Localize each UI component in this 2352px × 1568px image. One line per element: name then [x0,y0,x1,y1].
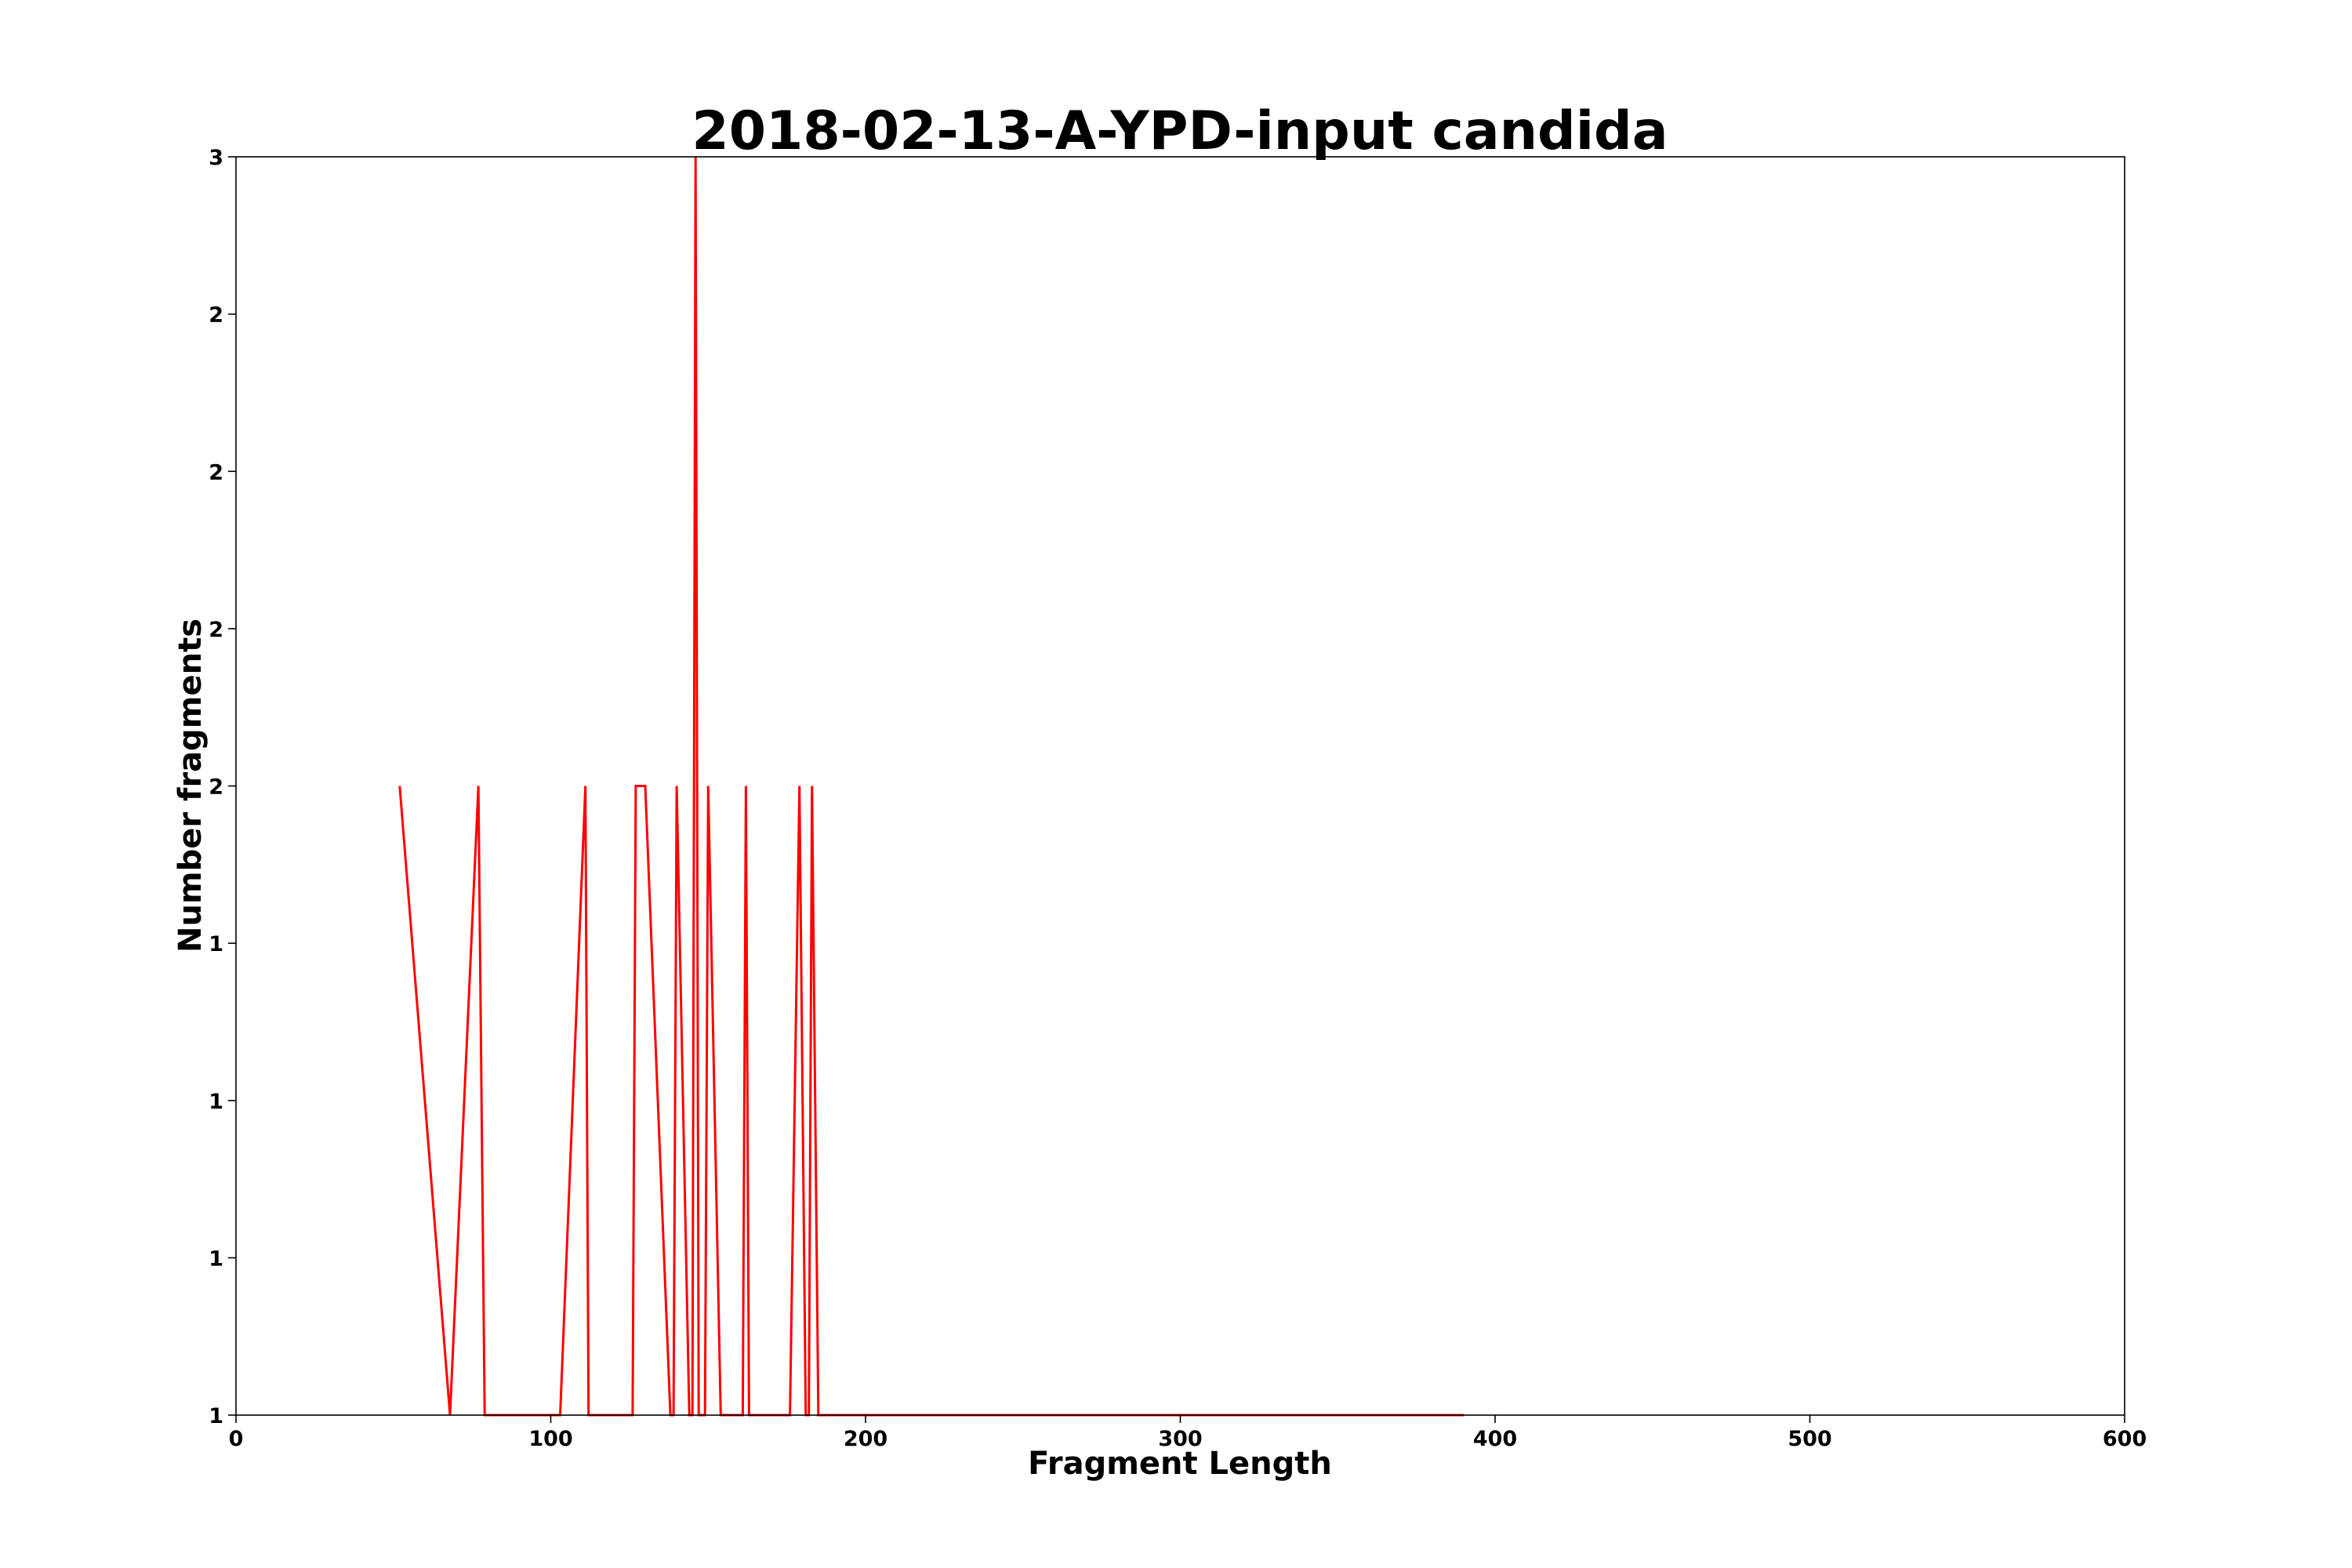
x-tick-label: 100 [528,1427,572,1451]
x-tick-label: 200 [844,1427,887,1451]
x-tick-label: 300 [1158,1427,1202,1451]
x-tick-label: 400 [1473,1427,1517,1451]
y-tick-label: 1 [209,932,223,956]
x-axis-label: Fragment Length [1028,1446,1332,1482]
y-axis-label: Number fragments [172,619,209,953]
x-tick-label: 0 [229,1427,244,1451]
y-tick-label: 2 [209,303,223,328]
y-tick-label: 1 [209,1090,223,1114]
chart-title: 2018-02-13-A-YPD-input candida [691,100,1668,162]
plot-area [398,156,1464,1417]
series-line-1 [398,156,1464,1417]
x-tick-label: 500 [1788,1427,1831,1451]
y-tick-label: 2 [209,618,223,642]
plot-frame [235,156,2125,1416]
y-tick-label: 3 [209,146,223,170]
y-tick-label: 1 [209,1247,223,1271]
x-tick-label: 600 [2103,1427,2147,1451]
y-tick-label: 2 [209,775,223,800]
y-axis: 1 1 1 1 2 2 2 2 3 [209,146,236,1428]
x-axis: 0 100 200 300 400 500 600 [229,1415,2147,1451]
y-tick-label: 2 [209,460,223,485]
y-tick-label: 1 [209,1404,223,1428]
